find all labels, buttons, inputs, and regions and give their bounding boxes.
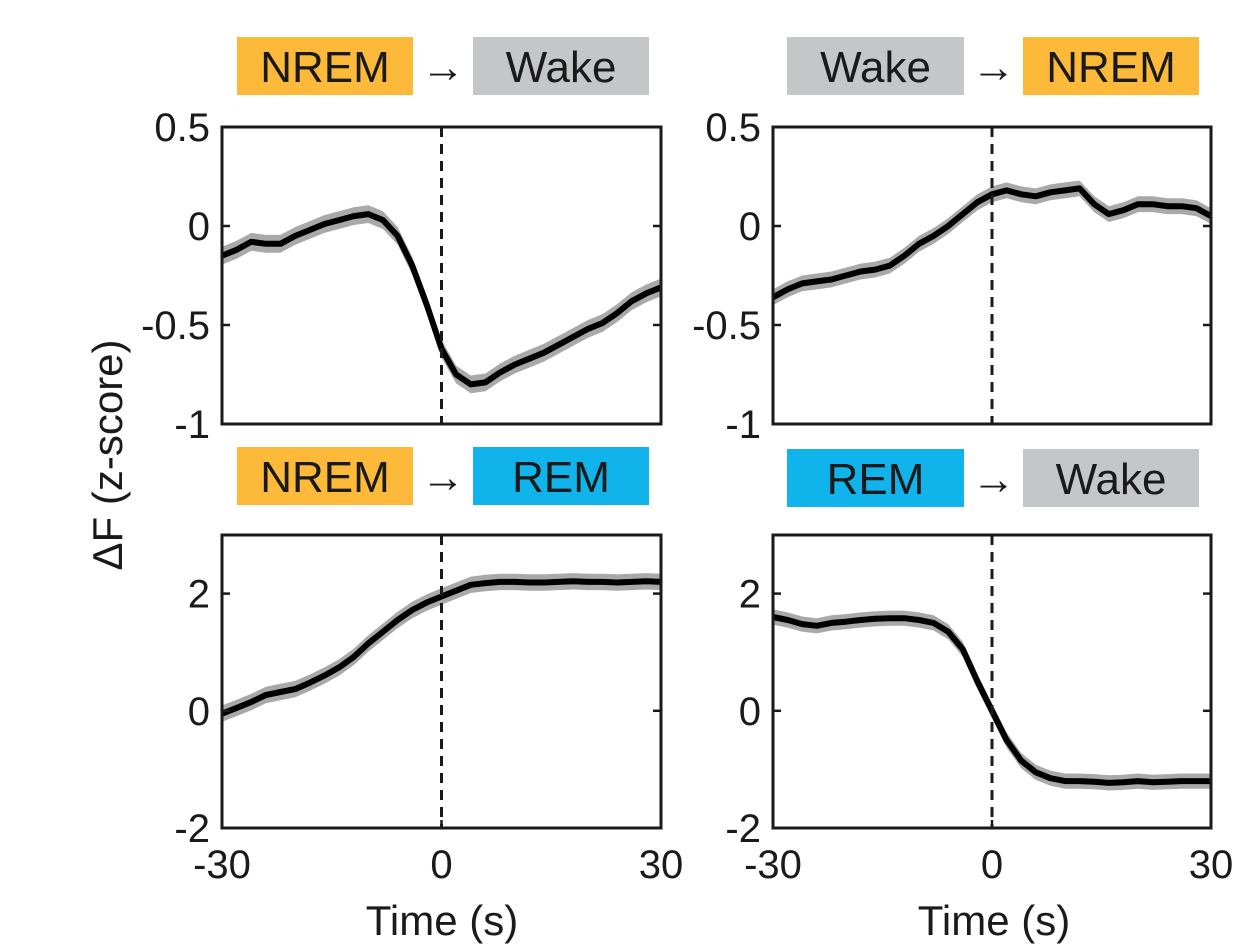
- state-box-from-nrem: [237, 37, 413, 95]
- state-box-to-rem: [473, 447, 649, 505]
- y-tick-label: 2: [188, 573, 210, 617]
- y-tick-label: 0.5: [154, 106, 210, 150]
- y-tick-label: -2: [174, 807, 210, 851]
- y-tick-label: -0.5: [141, 304, 210, 348]
- transition-arrow: →: [421, 453, 465, 502]
- state-label-to: Wake: [506, 43, 617, 92]
- x-tick-label: 30: [1189, 843, 1234, 887]
- y-tick-label: 0: [739, 205, 761, 249]
- state-box-to-wake: [473, 37, 649, 95]
- state-label-to: NREM: [1046, 43, 1176, 92]
- sem-band: [222, 573, 661, 722]
- x-tick-label: -30: [744, 843, 802, 887]
- x-axis-title-left: Time (s): [366, 897, 518, 944]
- state-box-from-rem: [787, 449, 964, 507]
- y-tick-label: -1: [725, 403, 761, 447]
- state-label-from: Wake: [820, 43, 931, 92]
- state-box-from-nrem: [237, 447, 413, 505]
- y-tick-label: -0.5: [692, 304, 761, 348]
- state-label-to: REM: [512, 453, 610, 502]
- y-tick-label: -1: [174, 403, 210, 447]
- y-tick-label: -2: [725, 807, 761, 851]
- state-label-from: REM: [827, 455, 925, 504]
- x-tick-label: 0: [981, 843, 1003, 887]
- y-tick-label: 2: [739, 573, 761, 617]
- x-tick-label: 0: [430, 843, 452, 887]
- y-axis-title: ΔF (z-score): [84, 339, 131, 570]
- state-box-to-nrem: [1023, 37, 1199, 95]
- state-label-to: Wake: [1056, 455, 1167, 504]
- x-tick-label: -30: [193, 843, 251, 887]
- mean-trace: [222, 578, 661, 717]
- x-axis-title-right: Time (s): [918, 897, 1070, 944]
- transition-arrow: →: [421, 43, 465, 92]
- x-tick-label: 30: [639, 843, 684, 887]
- mean-trace: [773, 185, 1211, 301]
- transition-arrow: →: [972, 43, 1016, 92]
- state-box-to-wake: [1023, 449, 1199, 507]
- transition-arrow: →: [972, 455, 1016, 504]
- y-tick-label: 0.5: [705, 106, 761, 150]
- y-tick-label: 0: [188, 205, 210, 249]
- axes-frame: [220, 125, 663, 426]
- state-label-from: NREM: [260, 453, 390, 502]
- state-label-from: NREM: [260, 43, 390, 92]
- state-box-from-wake: [787, 37, 964, 95]
- y-tick-label: 0: [739, 690, 761, 734]
- y-tick-label: 0: [188, 690, 210, 734]
